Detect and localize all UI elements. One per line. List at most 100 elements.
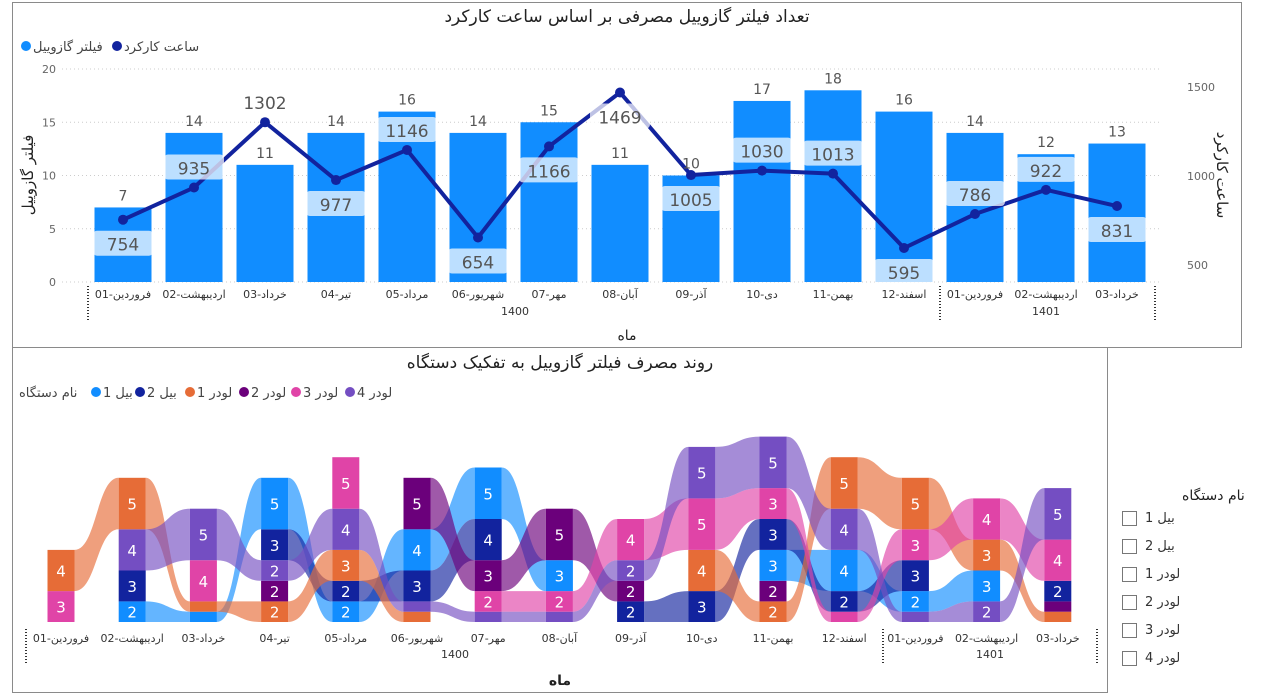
bar[interactable] — [804, 90, 862, 282]
ribbon-segment[interactable] — [545, 611, 573, 622]
slicer-item[interactable]: لودر 3 — [1122, 616, 1272, 644]
ribbon-segment[interactable] — [973, 539, 1001, 571]
ribbon-segment[interactable] — [261, 580, 289, 602]
ribbon-segment[interactable] — [118, 570, 146, 602]
ribbon-segment[interactable] — [688, 446, 716, 499]
ribbon-segment[interactable] — [688, 549, 716, 592]
legend-label[interactable]: لودر 3 — [303, 386, 338, 401]
ribbon-segment[interactable] — [47, 549, 75, 592]
ribbon-chart[interactable]: روند مصرف فیلتر گازوییل به تفکیک دستگاه … — [0, 347, 1110, 695]
ribbon-segment[interactable] — [118, 529, 146, 571]
ribbon-segment[interactable] — [261, 529, 289, 561]
ribbon-segment[interactable] — [474, 591, 502, 612]
ribbon-segment[interactable] — [830, 508, 858, 550]
slicer-item[interactable]: لودر 2 — [1122, 588, 1272, 616]
legend-marker[interactable] — [239, 387, 249, 397]
ribbon-segment[interactable] — [973, 601, 1001, 622]
ribbon-segment[interactable] — [1044, 488, 1072, 540]
ribbon-segment[interactable] — [403, 611, 431, 622]
legend-label[interactable]: لودر 2 — [251, 386, 286, 401]
ribbon-segment[interactable] — [403, 477, 431, 530]
ribbon-segment[interactable] — [830, 457, 858, 509]
line-point[interactable] — [970, 209, 980, 220]
ribbon-segment[interactable] — [47, 591, 75, 622]
line-point[interactable] — [473, 232, 483, 243]
ribbon-segment[interactable] — [830, 611, 858, 622]
ribbon-segment[interactable] — [403, 601, 431, 612]
ribbon-segment[interactable] — [332, 601, 360, 622]
line-point[interactable] — [686, 170, 696, 181]
ribbon-segment[interactable] — [189, 508, 217, 561]
ribbon-segment[interactable] — [688, 498, 716, 550]
ribbon-segment[interactable] — [759, 601, 787, 622]
checkbox[interactable] — [1122, 510, 1137, 526]
ribbon-segment[interactable] — [759, 436, 787, 489]
ribbon-segment[interactable] — [474, 467, 502, 520]
ribbon-segment[interactable] — [830, 591, 858, 612]
ribbon-segment[interactable] — [545, 560, 573, 592]
checkbox[interactable] — [1122, 650, 1137, 666]
ribbon-segment[interactable] — [261, 601, 289, 622]
slicer-item[interactable]: لودر 4 — [1122, 644, 1272, 672]
ribbon-segment[interactable] — [617, 580, 645, 602]
combo-chart[interactable]: تعداد فیلتر گازوییل مصرفی بر اساس ساعت ک… — [0, 0, 1280, 348]
slicer-item[interactable]: بیل 2 — [1122, 532, 1272, 560]
ribbon-segment[interactable] — [973, 570, 1001, 602]
legend-label[interactable]: بیل 2 — [147, 386, 177, 401]
ribbon-segment[interactable] — [759, 580, 787, 602]
ribbon-segment[interactable] — [118, 601, 146, 622]
line-point[interactable] — [615, 87, 625, 98]
ribbon-segment[interactable] — [901, 611, 929, 622]
line-point[interactable] — [189, 182, 199, 193]
legend-marker[interactable] — [135, 387, 145, 397]
ribbon-segment[interactable] — [901, 477, 929, 530]
ribbon-segment[interactable] — [474, 519, 502, 561]
ribbon-segment[interactable] — [759, 519, 787, 550]
legend-marker[interactable] — [291, 387, 301, 397]
bar[interactable] — [733, 100, 791, 282]
checkbox[interactable] — [1122, 538, 1137, 554]
ribbon-segment[interactable] — [901, 591, 929, 612]
ribbon-segment[interactable] — [545, 508, 573, 561]
ribbon-segment[interactable] — [332, 457, 360, 509]
ribbon-segment[interactable] — [1044, 580, 1072, 602]
line-point[interactable] — [402, 144, 412, 155]
ribbon-segment[interactable] — [617, 560, 645, 581]
ribbon-segment[interactable] — [403, 570, 431, 602]
checkbox[interactable] — [1122, 566, 1137, 582]
line-point[interactable] — [899, 243, 909, 254]
ribbon-segment[interactable] — [261, 560, 289, 581]
legend-label[interactable]: لودر 4 — [357, 386, 392, 401]
ribbon-segment[interactable] — [474, 560, 502, 592]
ribbon-segment[interactable] — [1044, 611, 1072, 622]
ribbon-segment[interactable] — [688, 591, 716, 622]
ribbon-segment[interactable] — [901, 529, 929, 561]
ribbon-segment[interactable] — [189, 601, 217, 612]
bar[interactable] — [236, 164, 294, 282]
bar[interactable] — [591, 164, 649, 282]
ribbon-segment[interactable] — [759, 549, 787, 581]
slicer-item[interactable]: لودر 1 — [1122, 560, 1272, 588]
bar[interactable] — [1088, 143, 1146, 282]
line-point[interactable] — [828, 168, 838, 179]
slicer-item[interactable]: بیل 1 — [1122, 504, 1272, 532]
line-point[interactable] — [544, 141, 554, 152]
line-point[interactable] — [1112, 201, 1122, 212]
ribbon-segment[interactable] — [973, 498, 1001, 540]
ribbon-segment[interactable] — [1044, 539, 1072, 581]
line-point[interactable] — [118, 214, 128, 225]
ribbon-segment[interactable] — [474, 611, 502, 622]
ribbon-segment[interactable] — [901, 560, 929, 592]
ribbon-segment[interactable] — [617, 601, 645, 622]
ribbon-segment[interactable] — [189, 560, 217, 602]
ribbon-segment[interactable] — [332, 549, 360, 581]
ribbon-segment[interactable] — [189, 611, 217, 622]
ribbon-segment[interactable] — [118, 477, 146, 530]
ribbon-segment[interactable] — [332, 508, 360, 550]
ribbon-segment[interactable] — [830, 549, 858, 592]
checkbox[interactable] — [1122, 594, 1137, 610]
line-point[interactable] — [260, 117, 270, 128]
ribbon-segment[interactable] — [759, 488, 787, 519]
ribbon-segment[interactable] — [332, 580, 360, 602]
ribbon-segment[interactable] — [261, 477, 289, 530]
